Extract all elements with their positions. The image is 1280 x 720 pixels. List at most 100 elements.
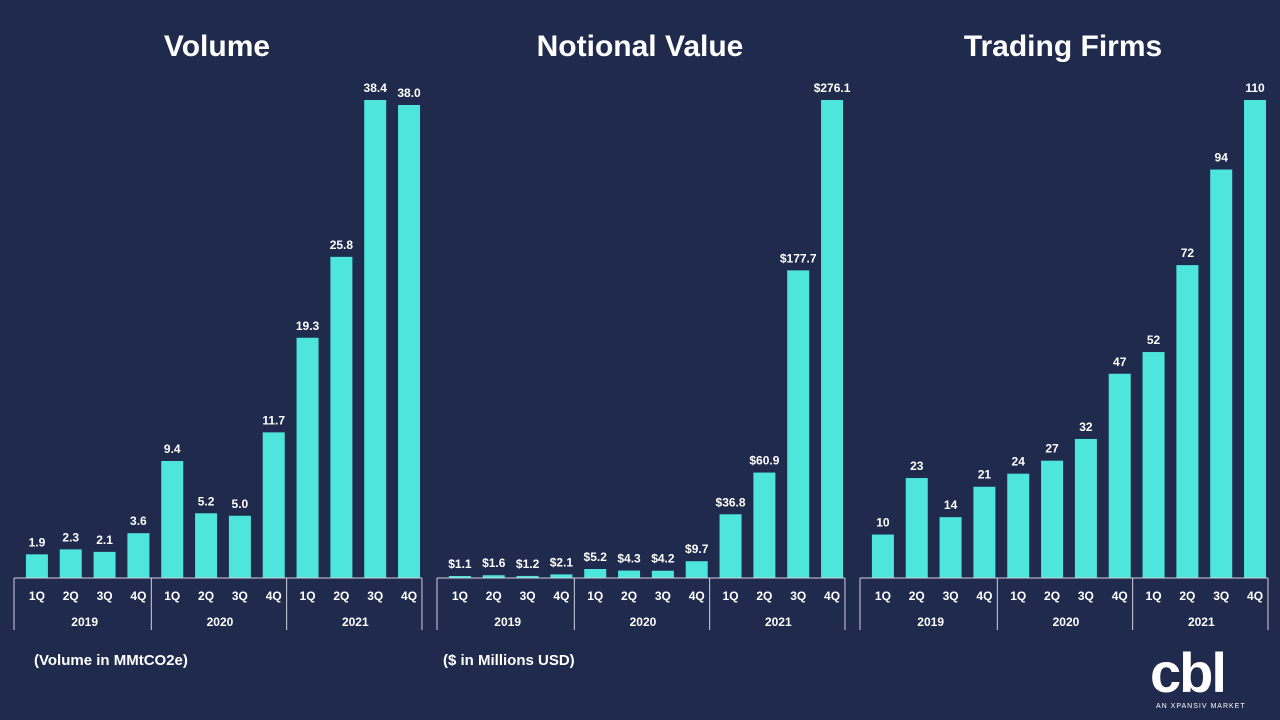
year-group-label-2: 2020 <box>207 615 234 629</box>
notional-value-chart: $1.1 $1.6 $1.2 $2.1 $5.2 $4.3 $4.2 $9.7 $36.8 $60… <box>436 81 851 630</box>
bar-3 <box>93 551 116 578</box>
data-label-5: $5.2 <box>584 550 608 564</box>
bar-5 <box>1007 473 1030 578</box>
data-label-10: $60.9 <box>749 454 779 468</box>
data-label-5: 24 <box>1012 455 1026 469</box>
data-label-1: 10 <box>876 516 890 530</box>
data-label-7: $4.2 <box>651 552 675 566</box>
data-label-12: 110 <box>1245 81 1265 95</box>
quarter-tick-label-5: 1Q <box>1010 589 1026 603</box>
quarter-tick-label-12: 4Q <box>401 589 417 603</box>
quarter-tick-label-10: 2Q <box>1179 589 1195 603</box>
data-label-10: 25.8 <box>330 238 354 252</box>
bar-7 <box>228 515 251 578</box>
bar-2 <box>59 549 82 578</box>
quarter-tick-label-1: 1Q <box>452 589 468 603</box>
data-label-2: 23 <box>910 459 924 473</box>
trading-firms-chart: 10 23 14 21 24 27 32 47 52 72 94 110 1Q 2Q 3Q 4Q 1Q 2Q 3Q 4… <box>859 81 1269 630</box>
year-group-label-1: 2019 <box>917 615 944 629</box>
data-label-11: 38.4 <box>364 81 388 95</box>
quarter-tick-label-2: 2Q <box>909 589 925 603</box>
volume-panel: Volume 1.9 2.3 2.1 3.6 9.4 5.2 5.0 11.7 19.3 25.8… <box>13 0 423 720</box>
quarter-tick-label-2: 2Q <box>63 589 79 603</box>
volume-unit-note: (Volume in MMtCO2e) <box>34 652 188 669</box>
data-label-11: $177.7 <box>780 251 817 265</box>
bar-7 <box>651 570 674 578</box>
bar-3 <box>939 517 962 578</box>
bar-11 <box>364 100 387 578</box>
quarter-tick-label-3: 3Q <box>520 589 536 603</box>
bar-5 <box>584 568 607 578</box>
bar-10 <box>1176 265 1199 578</box>
quarter-tick-label-3: 3Q <box>97 589 113 603</box>
notional-value-chart-title: Notional Value <box>536 30 744 63</box>
quarter-tick-label-9: 1Q <box>723 589 739 603</box>
bar-9 <box>1142 352 1165 578</box>
trading-firms-panel: Trading Firms 10 23 14 21 24 27 32 47 52 72 94 110 1… <box>859 0 1269 720</box>
bar-10 <box>753 472 776 578</box>
notional-value-unit-note: ($ in Millions USD) <box>443 652 575 669</box>
quarter-tick-label-11: 3Q <box>1213 589 1229 603</box>
data-label-7: 32 <box>1079 420 1093 434</box>
year-group-label-3: 2021 <box>765 615 792 629</box>
data-label-2: $1.6 <box>482 556 506 570</box>
bar-11 <box>787 270 810 578</box>
data-label-9: 19.3 <box>296 319 320 333</box>
quarter-tick-label-12: 4Q <box>1247 589 1263 603</box>
quarter-tick-label-3: 3Q <box>943 589 959 603</box>
year-group-label-2: 2020 <box>1053 615 1080 629</box>
quarter-tick-label-4: 4Q <box>553 589 569 603</box>
quarter-tick-label-6: 2Q <box>198 589 214 603</box>
quarter-tick-label-12: 4Q <box>824 589 840 603</box>
bar-12 <box>821 100 844 578</box>
data-label-11: 94 <box>1215 151 1229 165</box>
data-label-4: 21 <box>978 468 992 482</box>
volume-chart: 1.9 2.3 2.1 3.6 9.4 5.2 5.0 11.7 19.3 25.8 38.4 38.… <box>13 81 423 630</box>
cbl-logo-mark: cbl <box>1150 641 1227 704</box>
bar-5 <box>161 460 184 578</box>
bar-6 <box>1041 460 1064 578</box>
data-label-10: 72 <box>1181 246 1195 260</box>
year-group-label-3: 2021 <box>342 615 369 629</box>
quarter-tick-label-9: 1Q <box>300 589 316 603</box>
bar-4 <box>550 574 573 578</box>
quarter-tick-label-1: 1Q <box>875 589 891 603</box>
data-label-4: $2.1 <box>550 555 574 569</box>
data-label-6: 5.2 <box>198 494 215 508</box>
bar-2 <box>482 575 505 578</box>
data-label-8: 11.7 <box>262 413 285 427</box>
data-label-3: 14 <box>944 498 958 512</box>
volume-chart-title: Volume <box>163 30 271 63</box>
data-label-8: $9.7 <box>685 542 709 556</box>
bar-12 <box>1244 100 1267 578</box>
year-group-label-2: 2020 <box>630 615 657 629</box>
quarter-tick-label-4: 4Q <box>976 589 992 603</box>
bar-6 <box>618 570 641 578</box>
quarter-tick-label-4: 4Q <box>130 589 146 603</box>
quarter-tick-label-9: 1Q <box>1146 589 1162 603</box>
year-group-label-1: 2019 <box>494 615 521 629</box>
bar-2 <box>905 478 928 578</box>
quarter-tick-label-7: 3Q <box>232 589 248 603</box>
bar-8 <box>685 561 708 578</box>
cbl-logo: cbl AN XPANSIV MARKET <box>1150 645 1262 715</box>
quarter-tick-label-1: 1Q <box>29 589 45 603</box>
bar-1 <box>871 534 894 578</box>
bar-10 <box>330 256 353 578</box>
quarter-tick-label-5: 1Q <box>587 589 603 603</box>
data-label-6: 27 <box>1045 442 1059 456</box>
quarter-tick-label-7: 3Q <box>1078 589 1094 603</box>
quarter-tick-label-10: 2Q <box>756 589 772 603</box>
notional-value-panel: Notional Value $1.1 $1.6 $1.2 $2.1 $5.2 $4.3 $… <box>436 0 851 720</box>
quarter-tick-label-8: 4Q <box>689 589 705 603</box>
quarter-tick-label-8: 4Q <box>1112 589 1128 603</box>
quarter-tick-label-11: 3Q <box>790 589 806 603</box>
bar-1 <box>448 576 471 578</box>
quarter-tick-label-2: 2Q <box>486 589 502 603</box>
bar-4 <box>973 486 996 578</box>
bar-7 <box>1074 438 1097 578</box>
quarter-tick-label-11: 3Q <box>367 589 383 603</box>
data-label-5: 9.4 <box>164 442 181 456</box>
bar-8 <box>1108 373 1131 578</box>
data-label-9: $36.8 <box>716 495 746 509</box>
